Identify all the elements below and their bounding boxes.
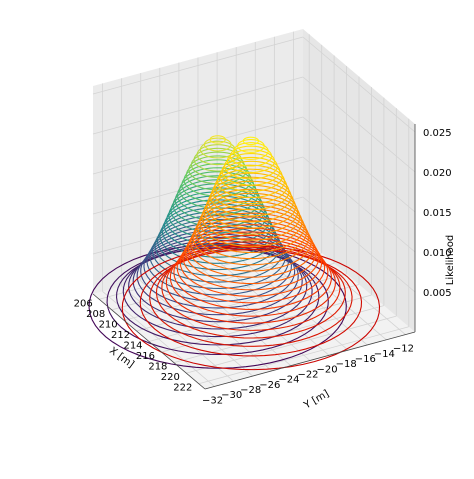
contour-ring xyxy=(233,142,269,160)
y-tick-label: −28 xyxy=(240,385,261,396)
y-tick-label: −22 xyxy=(297,370,318,381)
z-tick-label: 0.010 xyxy=(423,248,452,259)
y-tick-label: −12 xyxy=(393,344,414,355)
contour-rings xyxy=(88,135,381,371)
contour-ring xyxy=(205,184,296,229)
grid-line-z xyxy=(302,36,416,133)
contour-ring xyxy=(209,135,226,144)
z-tick-label: 0.015 xyxy=(423,208,452,219)
contour-ring xyxy=(165,241,336,324)
grid-line-z xyxy=(302,116,416,213)
contour-ring xyxy=(203,137,232,152)
x-tick-label: 210 xyxy=(99,319,118,330)
grid-line-z xyxy=(92,76,304,135)
y-tick-label: −24 xyxy=(278,375,299,386)
y-tick-label: −20 xyxy=(317,364,338,375)
contour-ring xyxy=(173,234,329,310)
contour-ring xyxy=(207,180,294,223)
contour-ring xyxy=(226,149,276,174)
y-axis-label: Y [m] xyxy=(302,388,332,411)
x-tick-label: 218 xyxy=(148,362,167,373)
tick-labels: 206208210212214216218220222−32−30−28−26−… xyxy=(74,128,452,406)
contour-ring xyxy=(140,233,296,309)
contour-ring xyxy=(221,156,281,186)
contour-ring xyxy=(161,244,341,331)
contour-ring xyxy=(224,153,278,180)
contour-ring xyxy=(183,163,252,197)
contour-ring xyxy=(132,239,303,323)
contour-ring xyxy=(176,231,326,304)
contour-ring xyxy=(203,188,299,235)
contour-ring xyxy=(229,145,273,167)
x-tick-label: 212 xyxy=(111,330,130,341)
y-axis-line xyxy=(204,331,416,390)
contour-ring xyxy=(182,224,320,291)
grid-line-z xyxy=(92,116,304,175)
contour-ring xyxy=(149,222,287,289)
contour-ring xyxy=(176,175,259,215)
contour-ring xyxy=(128,242,308,330)
grid-line-y xyxy=(274,244,387,341)
y-tick-label: −26 xyxy=(259,380,280,391)
contour-ring xyxy=(115,247,320,346)
contour-ring xyxy=(201,192,301,241)
contour-ring xyxy=(216,164,286,199)
contour-ring xyxy=(192,208,310,266)
x-tick-label: 220 xyxy=(161,372,180,383)
grid-line-y xyxy=(197,265,311,361)
contour-ring xyxy=(190,212,312,272)
x-axis-line xyxy=(92,293,206,390)
contour-ring xyxy=(151,218,284,283)
contour-ring xyxy=(237,139,265,153)
contour-ring xyxy=(149,248,353,347)
contour-ring xyxy=(174,179,261,222)
y-tick-label: −32 xyxy=(202,395,223,406)
x-tick-label: 216 xyxy=(136,351,155,362)
contour-ring xyxy=(185,220,317,285)
y-tick-label: −30 xyxy=(221,390,242,401)
y-tick-label: −16 xyxy=(355,354,376,365)
y-tick-label: −14 xyxy=(374,349,395,360)
contour-ring xyxy=(199,196,303,247)
grid-line-z xyxy=(92,36,304,95)
contour-ring xyxy=(194,204,307,260)
grid-line-z xyxy=(302,76,416,173)
contour-ring xyxy=(242,136,260,146)
axis-lines xyxy=(92,124,416,390)
contour-series-2 xyxy=(121,136,381,371)
contour-ring xyxy=(187,216,315,278)
x-tick-label: 208 xyxy=(86,309,105,320)
grid-line-y xyxy=(102,291,215,387)
z-axis-label: Likelihood xyxy=(445,235,456,285)
x-tick-label: 214 xyxy=(123,341,142,352)
contour-ring xyxy=(214,168,288,205)
contour-ring xyxy=(188,155,248,185)
grid-line-z xyxy=(302,156,416,253)
x-tick-label: 222 xyxy=(173,383,192,394)
grid-line-y xyxy=(140,280,253,377)
grid-line-y xyxy=(159,275,273,372)
contour-ring xyxy=(193,147,242,172)
z-tick-label: 0.020 xyxy=(423,168,452,179)
y-tick-label: −18 xyxy=(336,359,357,370)
x-tick-label: 206 xyxy=(74,298,93,309)
contour-ring xyxy=(154,215,281,277)
contour-ring xyxy=(210,176,292,217)
z-tick-label: 0.005 xyxy=(423,288,452,299)
grid-line-z xyxy=(302,196,416,293)
z-tick-label: 0.025 xyxy=(423,128,452,139)
